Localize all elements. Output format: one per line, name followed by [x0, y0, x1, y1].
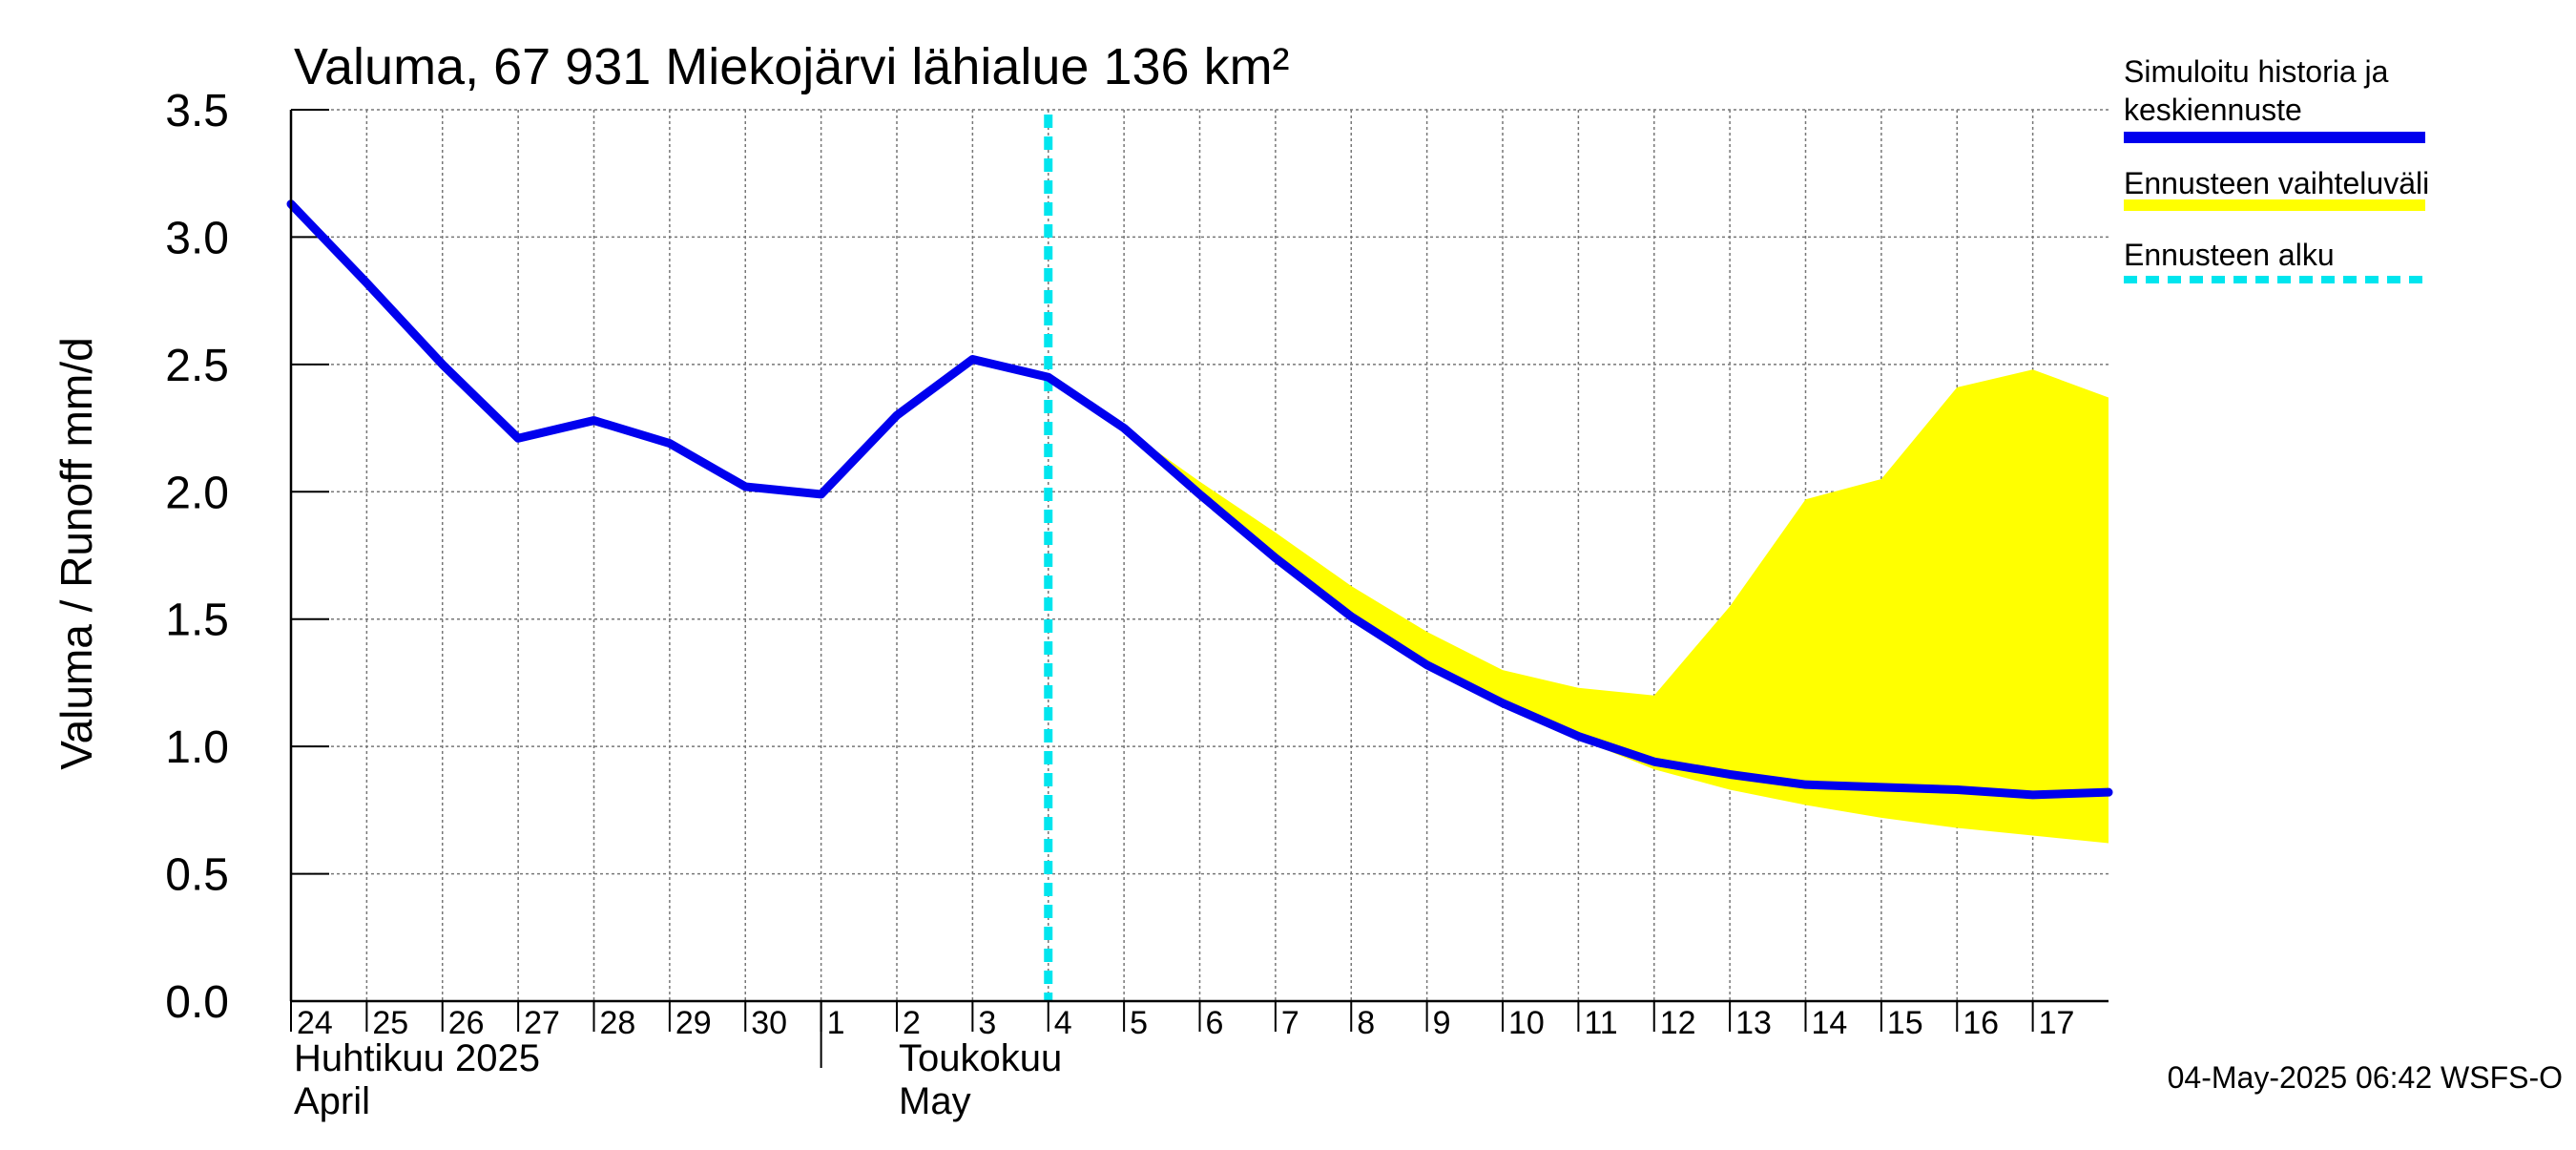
- x-tick-label: 30: [751, 1005, 787, 1041]
- x-tick-label: 13: [1735, 1005, 1772, 1041]
- plot-layer: 0.00.51.01.52.02.53.03.524 25 26 27 28 29 30 1 2…: [165, 86, 2113, 1068]
- month-label-april-fi: Huhtikuu 2025: [294, 1037, 540, 1079]
- x-tick-label: 14: [1812, 1005, 1848, 1041]
- data-point: [1653, 761, 1655, 763]
- y-tick-label: 0.0: [165, 977, 229, 1028]
- chart-footer-timestamp: 04-May-2025 06:42 WSFS-O: [2168, 1060, 2563, 1095]
- x-tick-label: 7: [1281, 1005, 1299, 1041]
- x-tick-label: 29: [675, 1005, 712, 1041]
- x-tick-label: 26: [448, 1005, 485, 1041]
- data-point: [669, 443, 671, 445]
- month-label-may-en: May: [899, 1080, 971, 1122]
- data-point: [971, 359, 973, 361]
- y-tick-label: 2.5: [165, 341, 229, 391]
- y-tick-label: 2.0: [165, 468, 229, 518]
- legend-label: Ennusteen alku: [2124, 238, 2335, 272]
- legend-label: Simuloitu historia ja: [2124, 54, 2389, 89]
- x-tick-label: 17: [2039, 1005, 2075, 1041]
- data-point: [1880, 786, 1882, 788]
- x-tick-label: 25: [372, 1005, 408, 1041]
- x-tick-label: 16: [1963, 1005, 1999, 1041]
- data-point: [744, 486, 746, 488]
- data-point: [1048, 376, 1049, 378]
- data-point: [365, 282, 367, 283]
- x-tick-label: 6: [1206, 1005, 1224, 1041]
- data-point: [1123, 428, 1125, 429]
- y-tick-label: 1.5: [165, 596, 229, 646]
- x-tick-label: 2: [903, 1005, 921, 1041]
- y-axis-label: Valuma / Runoff mm/d: [52, 337, 101, 769]
- y-tick-label: 1.0: [165, 722, 229, 773]
- x-tick-label: 12: [1660, 1005, 1696, 1041]
- x-tick-label: 24: [297, 1005, 333, 1041]
- x-tick-label: 10: [1508, 1005, 1545, 1041]
- legend-label: keskiennuste: [2124, 93, 2302, 127]
- data-point: [442, 364, 444, 366]
- data-point: [1502, 702, 1504, 704]
- x-tick-label: 11: [1584, 1005, 1617, 1041]
- chart-title: Valuma, 67 931 Miekojärvi lähialue 136 k…: [294, 38, 1290, 95]
- x-tick-label: 15: [1887, 1005, 1923, 1041]
- data-point: [1577, 735, 1579, 737]
- legend: Simuloitu historia ja keskiennuste Ennuste…: [2124, 54, 2429, 283]
- data-point: [896, 414, 898, 416]
- x-tick-label: 4: [1054, 1005, 1072, 1041]
- data-point: [1199, 493, 1200, 495]
- x-tick-label: 9: [1433, 1005, 1451, 1041]
- data-point: [1275, 557, 1277, 559]
- forecast-range-band: [1048, 369, 2109, 844]
- y-tick-label: 3.0: [165, 213, 229, 263]
- data-point: [2032, 794, 2034, 796]
- data-point: [1956, 789, 1958, 791]
- data-point: [1805, 784, 1806, 785]
- legend-label: Ennusteen vaihteluväli: [2124, 166, 2429, 200]
- month-label-april-en: April: [294, 1080, 370, 1122]
- data-point: [517, 437, 519, 439]
- y-tick-label: 3.5: [165, 86, 229, 136]
- month-label-may-fi: Toukokuu: [899, 1037, 1062, 1079]
- data-point: [1426, 664, 1428, 666]
- x-tick-label: 8: [1357, 1005, 1375, 1041]
- x-tick-label: 28: [600, 1005, 636, 1041]
- x-tick-label: 1: [827, 1005, 845, 1041]
- y-tick-label: 0.5: [165, 850, 229, 901]
- x-tick-label: 3: [978, 1005, 996, 1041]
- x-tick-label: 5: [1130, 1005, 1148, 1041]
- data-point: [1729, 773, 1731, 775]
- x-tick-label: 27: [524, 1005, 560, 1041]
- data-point: [593, 420, 594, 422]
